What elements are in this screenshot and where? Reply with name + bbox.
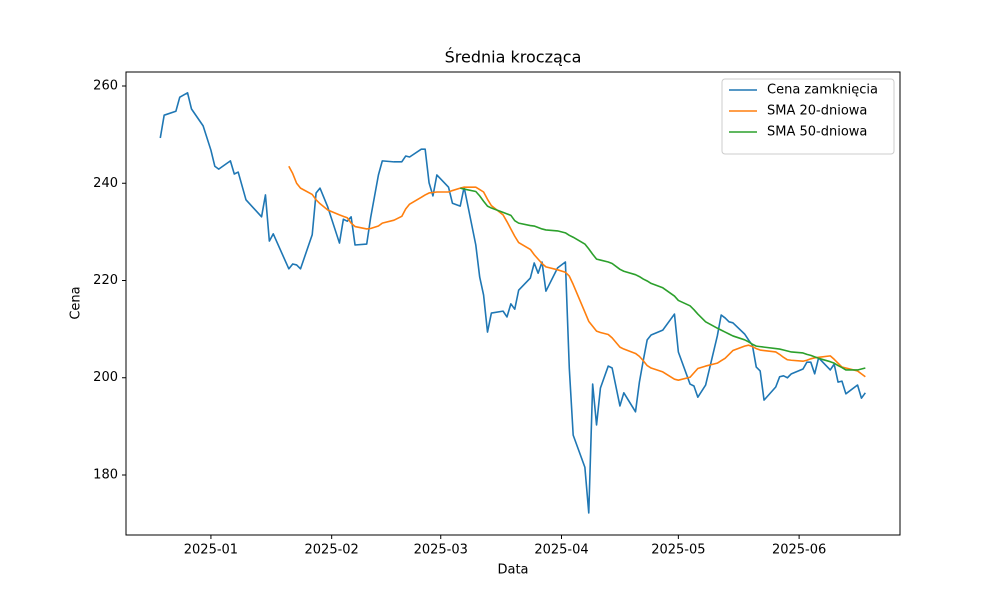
y-tick-label: 200 (93, 370, 118, 385)
x-tick-label: 2025-06 (772, 543, 826, 558)
legend-label: Cena zamknięcia (767, 83, 878, 98)
y-tick-label: 220 (93, 273, 118, 288)
legend-label: SMA 20-dniowa (767, 104, 867, 119)
x-tick-label: 2025-03 (414, 543, 468, 558)
y-tick-label: 260 (93, 79, 118, 94)
y-axis-label: Cena (69, 286, 84, 319)
x-axis-label: Data (497, 563, 528, 578)
x-tick-label: 2025-05 (651, 543, 705, 558)
series-line (460, 187, 866, 371)
chart-title: Średnia krocząca (445, 48, 582, 67)
x-tick-label: 2025-01 (184, 543, 238, 558)
series-line (159, 92, 866, 514)
legend-box (721, 78, 895, 155)
x-tick-label: 2025-02 (305, 543, 359, 558)
legend-label: SMA 50-dniowa (767, 125, 867, 140)
y-tick-label: 240 (93, 176, 118, 191)
y-tick-label: 180 (93, 467, 118, 482)
series-line (288, 165, 866, 381)
x-tick-label: 2025-04 (534, 543, 588, 558)
plot-frame (125, 71, 901, 536)
